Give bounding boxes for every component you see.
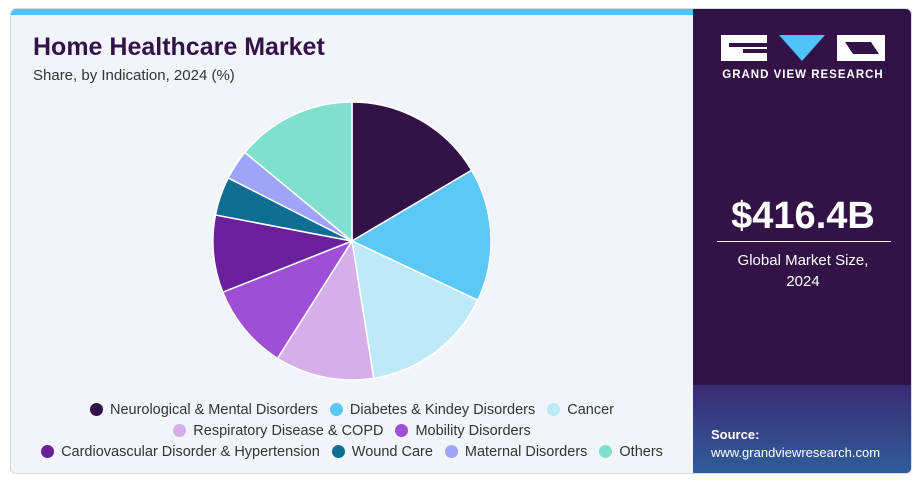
accent-bar — [11, 9, 693, 15]
legend-item-respiratory: Respiratory Disease & COPD — [173, 423, 383, 439]
legend-swatch — [547, 403, 561, 416]
legend-label: Wound Care — [351, 443, 433, 460]
market-size-caption: Global Market Size, 2024 — [693, 250, 911, 292]
legend-item-neurological: Neurological & Mental Disorders — [89, 401, 318, 418]
legend-label: Others — [619, 443, 663, 460]
pie-slice-respiratory-disease-copd — [276, 238, 375, 381]
caption-line: Global Market Size, — [737, 252, 869, 269]
legend-swatch — [331, 445, 345, 458]
legend-item-others: Others — [599, 444, 663, 460]
legend-label: Cancer — [567, 401, 615, 418]
chart-card: Home Healthcare Market Share, by Indicat… — [10, 8, 912, 474]
pie-slice-others — [243, 101, 353, 243]
source-label: Source: — [711, 427, 760, 442]
grand-view-research-logo — [721, 35, 885, 61]
divider — [717, 241, 891, 242]
legend-item-wound-care: Wound Care — [331, 443, 433, 460]
legend-label: Diabetes & Kindey Disorders — [349, 401, 536, 418]
pie-slice-cardiovascular-disorder-hypertension — [212, 214, 355, 294]
legend-swatch — [444, 445, 458, 458]
legend-swatch — [173, 424, 187, 437]
legend-item-cardiovascular: Cardiovascular Disorder & Hypertension — [41, 444, 320, 460]
legend-swatch — [329, 403, 343, 416]
pie-slice-diabetes-kindey-disorders — [350, 169, 492, 302]
legend-swatch — [41, 445, 55, 458]
legend-row: Cardiovascular Disorder & Hypertension W… — [11, 441, 693, 462]
brand-name: GRAND VIEW RESEARCH — [722, 69, 884, 81]
legend-label: Cardiovascular Disorder & Hypertension — [61, 443, 320, 460]
chart-title: Home Healthcare Market — [33, 33, 325, 61]
legend-row: Respiratory Disease & COPD Mobility Diso… — [11, 420, 693, 441]
legend-item-cancer: Cancer — [547, 402, 614, 418]
legend-label: Maternal Disorders — [464, 443, 588, 460]
pie-slice-neurological-mental-disorders — [351, 101, 473, 243]
legend-swatch — [395, 424, 409, 437]
chart-legend: Neurological & Mental Disorders Diabetes… — [11, 399, 693, 462]
legend-label: Respiratory Disease & COPD — [193, 422, 384, 439]
legend-item-mobility: Mobility Disorders — [395, 422, 531, 439]
pie-chart — [212, 101, 492, 381]
legend-item-diabetes: Diabetes & Kindey Disorders — [329, 401, 536, 418]
legend-swatch — [89, 403, 103, 416]
caption-line: 2024 — [786, 273, 820, 290]
chart-panel: Home Healthcare Market Share, by Indicat… — [11, 9, 693, 473]
pie-slice-cancer — [351, 239, 479, 380]
source-link[interactable]: www.grandviewresearch.com — [711, 445, 881, 460]
pie-slice-mobility-disorders — [221, 239, 354, 360]
info-panel: GRAND VIEW RESEARCH $416.4B Global Marke… — [693, 9, 911, 473]
legend-label: Mobility Disorders — [415, 422, 531, 439]
legend-item-maternal: Maternal Disorders — [444, 443, 588, 460]
legend-label: Neurological & Mental Disorders — [109, 401, 318, 418]
market-size-value: $416.4B — [731, 195, 875, 237]
legend-swatch — [599, 445, 613, 458]
legend-row: Neurological & Mental Disorders Diabetes… — [11, 399, 693, 420]
source-band — [693, 385, 911, 473]
chart-subtitle: Share, by Indication, 2024 (%) — [33, 67, 235, 84]
